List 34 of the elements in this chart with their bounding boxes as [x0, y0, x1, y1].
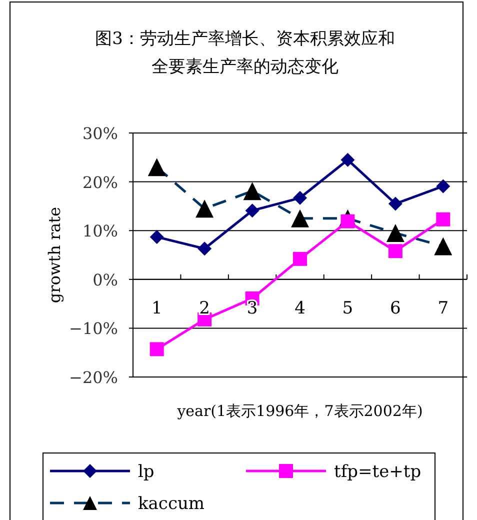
point: [388, 196, 402, 211]
chart-title: 图3：劳动生产率增长、资本积累效应和全要素生产率的动态变化: [95, 29, 395, 77]
point: [293, 190, 307, 205]
y-tick-label: 0%: [92, 270, 118, 290]
x-tick-label: 4: [294, 298, 306, 318]
point: [243, 182, 262, 200]
point: [150, 230, 164, 244]
point: [150, 342, 164, 356]
y-axis-title: growth rate: [45, 206, 64, 304]
x-tick-label: 7: [438, 298, 449, 318]
y-tick-label: −20%: [69, 368, 118, 387]
y-tick-label: 10%: [82, 222, 118, 241]
point: [293, 252, 307, 266]
point: [386, 224, 404, 242]
x-tick-label: 1: [151, 298, 162, 318]
x-tick-label: 6: [390, 298, 401, 318]
legend-label: kaccum: [138, 494, 205, 514]
point: [148, 158, 166, 176]
point: [245, 204, 260, 218]
legend-label: tfp=te+tp: [334, 462, 422, 482]
point: [388, 244, 402, 258]
point: [340, 152, 355, 167]
point: [436, 212, 450, 226]
point: [434, 237, 452, 256]
point: [436, 179, 450, 194]
y-tick-label: 30%: [82, 124, 118, 143]
legend-label: lp: [138, 462, 154, 482]
x-axis-title: year(1表示1996年，7表示2002年): [176, 402, 423, 420]
x-tick-label: 5: [342, 298, 354, 318]
point: [198, 242, 212, 256]
point: [291, 209, 309, 228]
point: [196, 200, 214, 218]
y-tick-label: 20%: [82, 172, 118, 192]
y-tick-label: −10%: [69, 319, 118, 338]
